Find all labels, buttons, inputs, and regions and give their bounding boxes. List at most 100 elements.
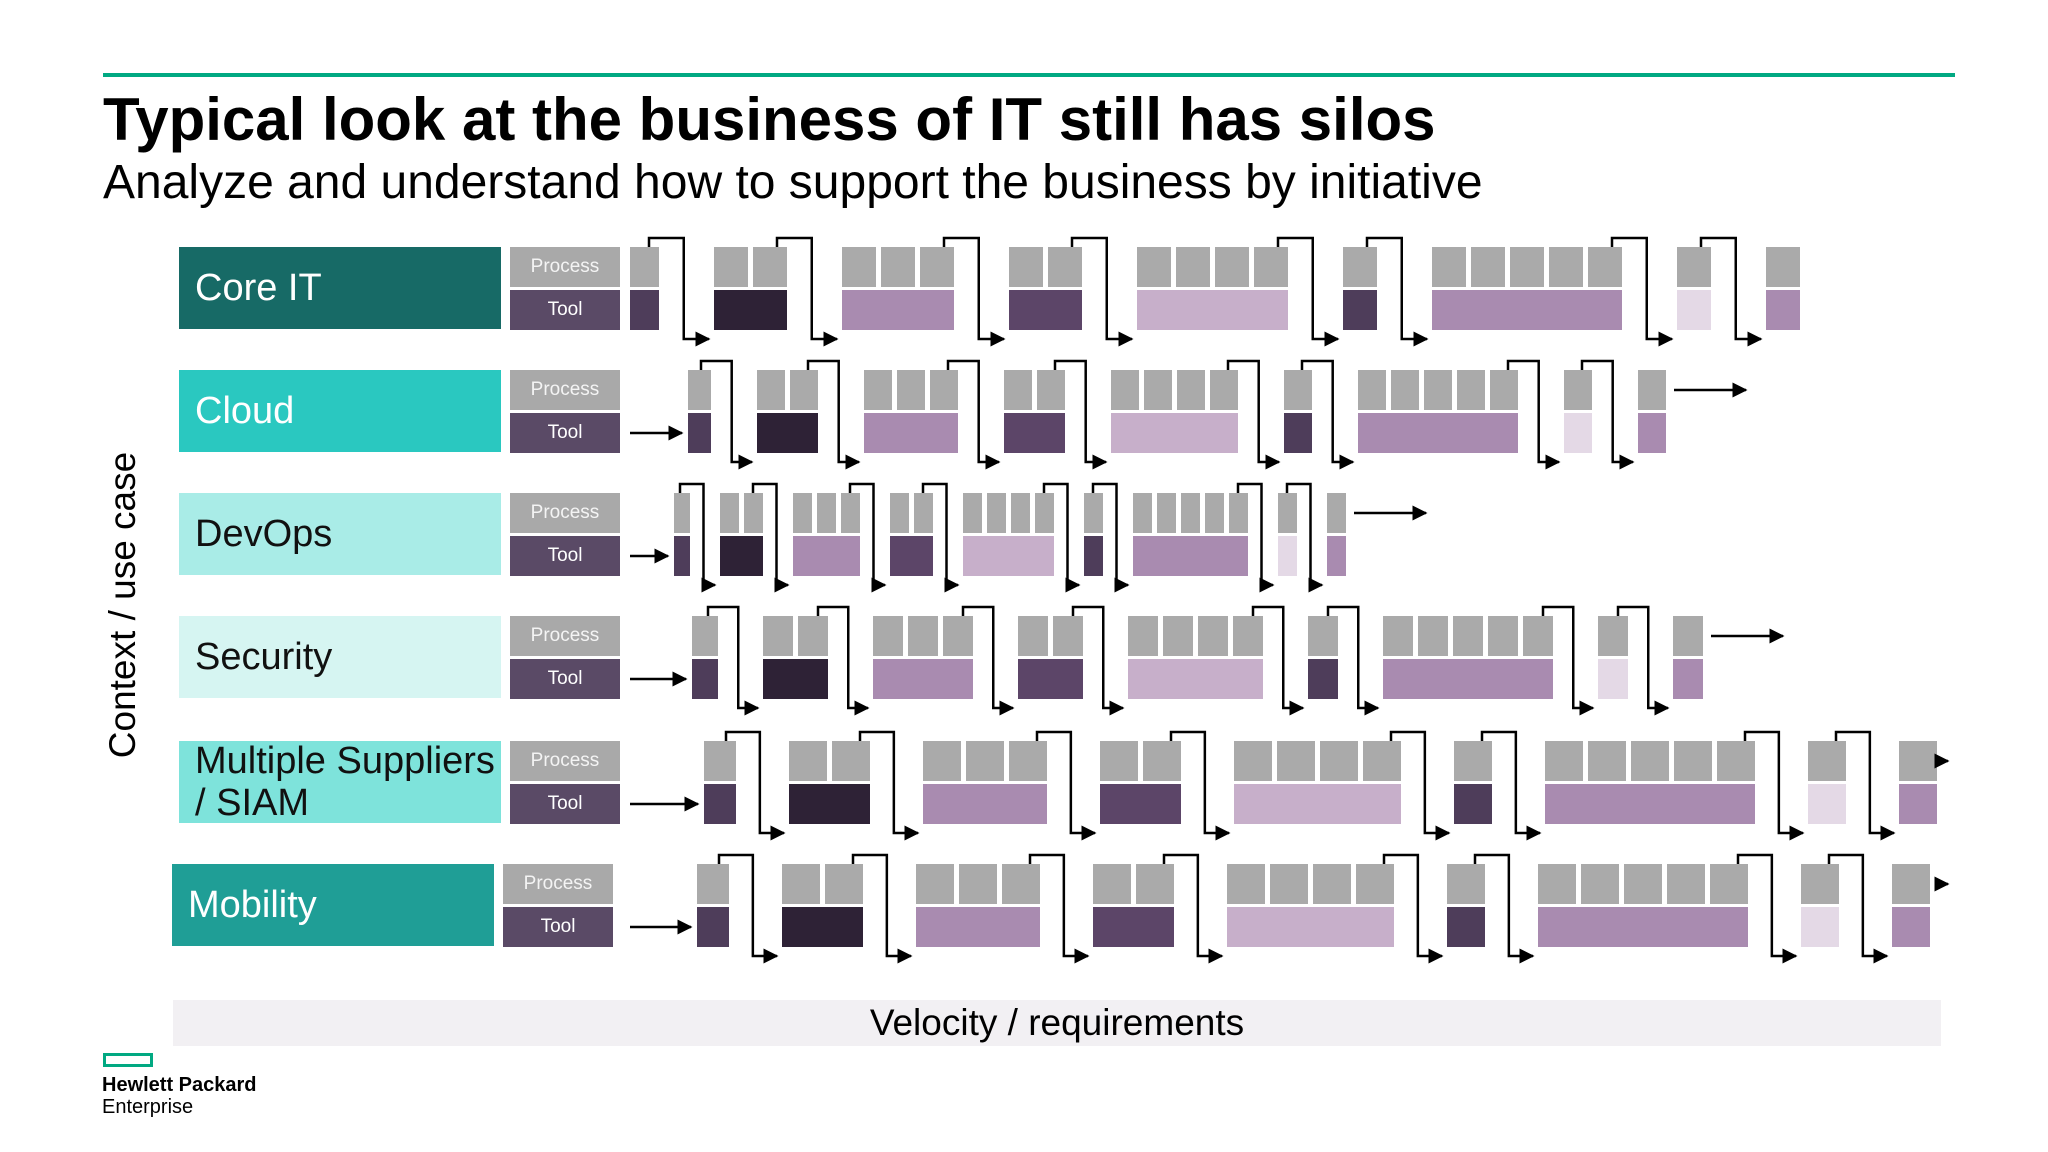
process-step [1523,616,1553,656]
process-step [757,370,785,410]
process-step [1598,616,1628,656]
process-step [1488,616,1518,656]
process-step [1581,864,1619,904]
hpe-logo-mark [103,1053,153,1067]
process-step [1163,616,1193,656]
tool-block [864,413,958,453]
tool-block [890,536,933,576]
tool-block [1284,413,1312,453]
flow-connector [699,359,754,470]
process-step [1093,864,1131,904]
process-step [1205,493,1224,533]
process-step [1383,616,1413,656]
tool-block [793,536,860,576]
flow-connector [1473,853,1535,964]
flow-connector [647,236,711,347]
process-step [959,864,997,904]
tool-block [1018,659,1083,699]
tool-block [1564,413,1592,453]
flow-connector [1053,359,1108,470]
process-step [897,370,925,410]
process-step [789,741,827,781]
process-step [798,616,828,656]
process-step [1002,864,1040,904]
tool-block [1100,784,1181,824]
flow-connector [1276,236,1340,347]
process-label: Process [510,370,620,410]
process-step [1432,247,1466,287]
flow-connector [1226,359,1281,470]
tool-label: Tool [510,659,620,699]
process-step [864,370,892,410]
process-step [842,247,876,287]
process-step [1227,864,1265,904]
process-step [1198,616,1228,656]
flow-connector [775,236,839,347]
flow-connector [1285,482,1324,593]
process-step [1048,247,1082,287]
flow-connector [1091,482,1130,593]
process-step [1177,370,1205,410]
process-step [744,493,763,533]
process-step [987,493,1006,533]
process-step [817,493,836,533]
process-step [1391,370,1419,410]
flow-connector [816,605,870,716]
process-step [1327,493,1346,533]
flow-connector [1541,605,1595,716]
process-step [1624,864,1662,904]
process-step [1631,741,1669,781]
flow-connector [1736,853,1798,964]
title-accent-rule [103,73,1955,77]
process-step [1801,864,1839,904]
process-step [720,493,739,533]
tool-block [1766,290,1800,330]
context-label-devops: DevOps [179,493,501,575]
process-step [1233,616,1263,656]
process-step [881,247,915,287]
tool-label: Tool [510,413,620,453]
process-step [1457,370,1485,410]
process-step [1545,741,1583,781]
process-step [714,247,748,287]
process-step [1018,616,1048,656]
flow-connector [706,605,760,716]
flow-connector [1389,730,1451,841]
process-step [1490,370,1518,410]
flow-connector [1236,482,1275,593]
tool-block [714,290,787,330]
process-step [1418,616,1448,656]
flow-connector [1365,236,1429,347]
process-step [1004,370,1032,410]
hpe-logo-text: Enterprise [102,1096,194,1118]
process-step [1111,370,1139,410]
tool-block [923,784,1047,824]
flow-connector [1743,730,1805,841]
process-step [1011,493,1030,533]
tool-block [1383,659,1553,699]
process-step [1277,741,1315,781]
tool-block [1009,290,1082,330]
flow-connector [961,605,1015,716]
process-step [1284,370,1312,410]
tool-block [1598,659,1628,699]
tool-block [1899,784,1937,824]
process-step [1234,741,1272,781]
process-step [943,616,973,656]
process-step [1356,864,1394,904]
process-step [1588,247,1622,287]
process-step [1136,864,1174,904]
tool-block [1808,784,1846,824]
process-step [1278,493,1297,533]
process-step [1808,741,1846,781]
tool-block [697,907,729,947]
process-step [1424,370,1452,410]
process-step [920,247,954,287]
flow-connector [921,482,960,593]
flow-connector [1480,730,1542,841]
tool-block [720,536,763,576]
tool-label: Tool [510,536,620,576]
flow-connector [751,482,790,593]
flow-connector [717,853,779,964]
context-label-multiple-suppliers-siam: Multiple Suppliers / SIAM [179,740,501,824]
